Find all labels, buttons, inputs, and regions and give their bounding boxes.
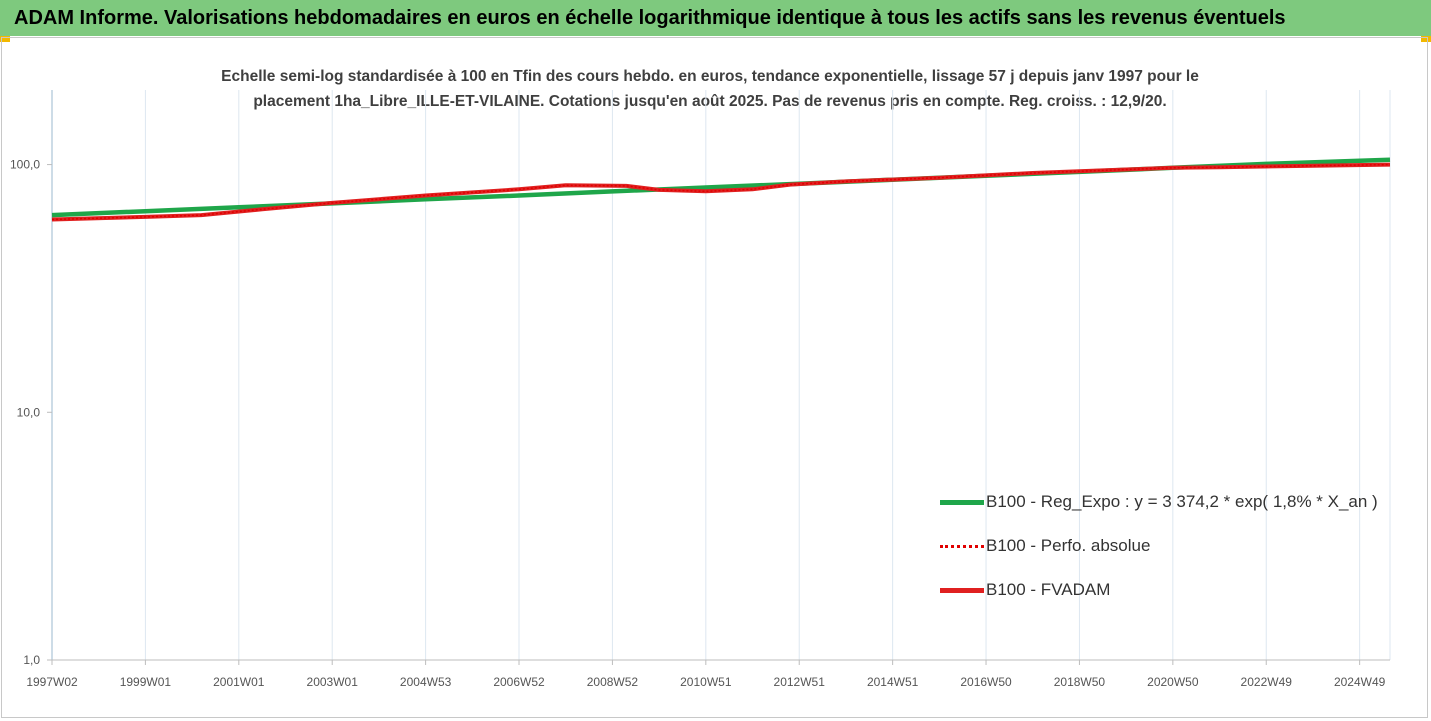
report-title-bar: ADAM Informe. Valorisations hebdomadaire… <box>0 0 1431 36</box>
chart-subtitle-line-2: placement 1ha_Libre_ILLE-ET-VILAINE. Cot… <box>253 93 1167 110</box>
x-tick-label: 2014W51 <box>867 675 919 689</box>
x-tick-label: 2008W52 <box>587 675 639 689</box>
chart-subtitle: Echelle semi-log standardisée à 100 en T… <box>140 64 1280 114</box>
x-tick-labels: 1997W02 1999W01 2001W01 2003W01 2004W53 2006W… <box>26 675 1385 689</box>
x-tick-label: 2022W49 <box>1241 675 1293 689</box>
corner-mark-left <box>0 36 10 42</box>
x-tick-label: 2012W51 <box>774 675 826 689</box>
x-tick-label: 1997W02 <box>26 675 78 689</box>
legend-label-perfo-absolue: B100 - Perfo. absolue <box>986 536 1151 555</box>
chart-frame <box>1 37 1428 718</box>
legend-swatch-perfo-absolue <box>940 544 984 548</box>
series-line-fvadam <box>51 162 1391 222</box>
x-tick-label: 2006W52 <box>493 675 545 689</box>
y-tick-label: 10,0 <box>17 405 41 419</box>
series-line-perfo-absolue <box>51 163 1391 221</box>
chart-subtitle-line-1: Echelle semi-log standardisée à 100 en T… <box>221 68 1199 85</box>
legend-label-reg-expo: B100 - Reg_Expo : y = 3 374,2 * exp( 1,8… <box>986 492 1378 511</box>
x-tick-label: 2003W01 <box>307 675 359 689</box>
series-lines <box>51 157 1391 222</box>
legend-item-reg-expo: B100 - Reg_Expo : y = 3 374,2 * exp( 1,8… <box>940 480 1378 524</box>
x-tick-label: 2010W51 <box>680 675 732 689</box>
y-tick-label: 100,0 <box>10 158 40 172</box>
x-tick-label: 2016W50 <box>960 675 1012 689</box>
legend-item-fvadam: B100 - FVADAM <box>940 568 1378 612</box>
legend-swatch-fvadam <box>940 587 984 593</box>
x-tick-label: 2001W01 <box>213 675 265 689</box>
chart-legend: B100 - Reg_Expo : y = 3 374,2 * exp( 1,8… <box>940 480 1378 612</box>
legend-swatch-reg-expo <box>940 499 984 505</box>
x-tick-label: 1999W01 <box>120 675 172 689</box>
grid-lines <box>144 90 1391 660</box>
legend-item-perfo-absolue: B100 - Perfo. absolue <box>940 524 1378 568</box>
x-tick-label: 2024W49 <box>1334 675 1386 689</box>
y-tick-labels: 1,0 10,0 100,0 <box>10 158 40 667</box>
x-tick-label: 2020W50 <box>1147 675 1199 689</box>
x-tick-label: 2018W50 <box>1054 675 1106 689</box>
x-tick-label: 2004W53 <box>400 675 452 689</box>
report-title: ADAM Informe. Valorisations hebdomadaire… <box>14 6 1286 29</box>
axes <box>47 90 1390 665</box>
y-tick-label: 1,0 <box>23 653 40 667</box>
legend-label-fvadam: B100 - FVADAM <box>986 580 1111 599</box>
corner-mark-right <box>1421 36 1431 42</box>
